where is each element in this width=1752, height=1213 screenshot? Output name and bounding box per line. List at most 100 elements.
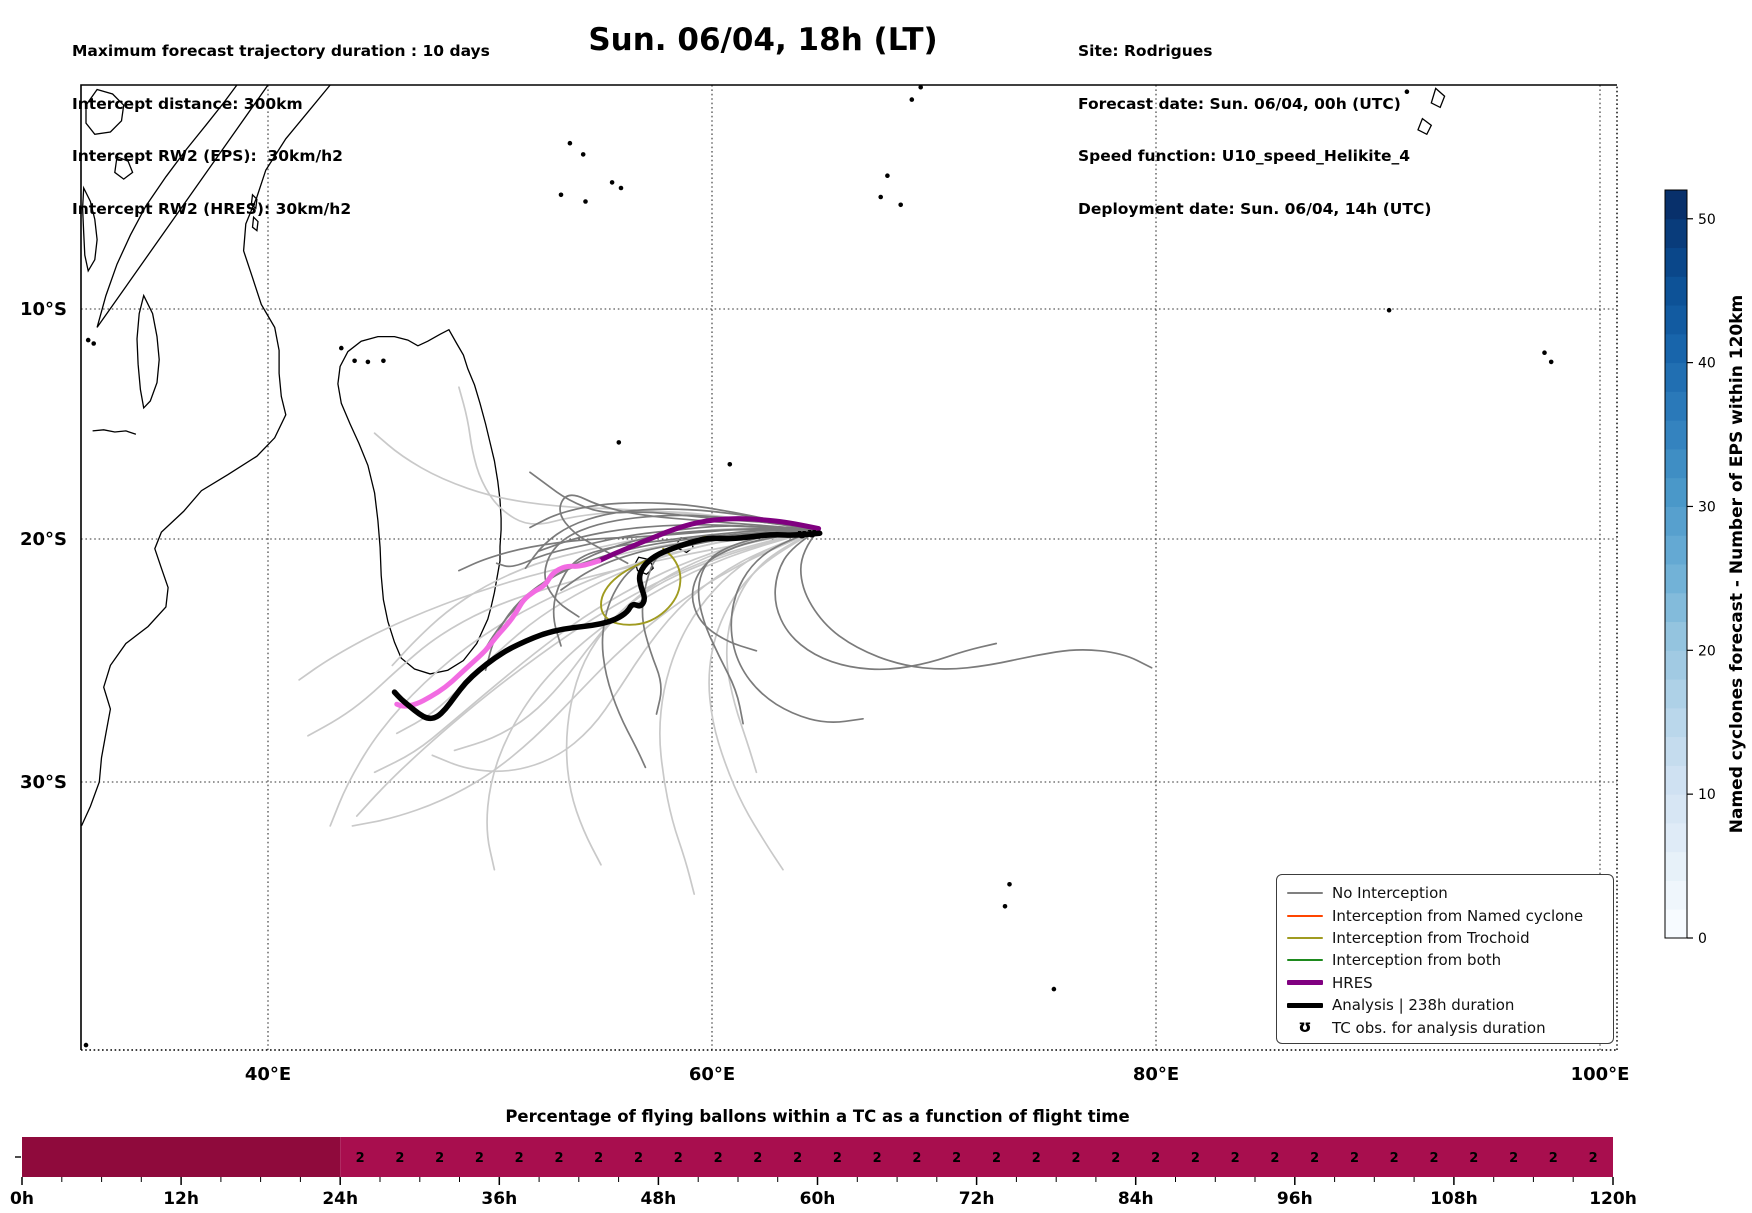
trajectory-eps-no-interception-light (565, 528, 820, 866)
island-speck (1051, 986, 1057, 992)
legend-item-5: Analysis | 238h duration (1287, 994, 1607, 1016)
coastline-path (92, 429, 137, 435)
legend-line-swatch (1287, 936, 1323, 939)
colorbar-tick-label: 20 (1698, 643, 1716, 659)
colorbar-title: Named cyclones forecast - Number of EPS … (1727, 295, 1747, 834)
island-speck (609, 180, 615, 185)
colorbar-segment (1665, 564, 1687, 594)
strip-title: Percentage of flying ballons within a TC… (505, 1107, 1129, 1126)
colorbar-segment (1665, 333, 1687, 364)
strip-value-label: 2 (873, 1151, 882, 1166)
trajectory-hres-pink (394, 558, 602, 709)
trajectory-eps-no-interception-dark (537, 523, 820, 552)
legend-line-swatch (1287, 959, 1323, 962)
strip-time-label: 84h (1118, 1189, 1154, 1209)
coastline-outline (251, 215, 259, 232)
colorbar-segment (1665, 477, 1687, 507)
trajectory-eps-no-interception-dark (730, 528, 864, 723)
island-speck (1542, 350, 1547, 356)
trajectory-eps-no-interception-light (659, 528, 820, 895)
colorbar-segment (1665, 276, 1687, 306)
strip-time-label: 24h (322, 1189, 358, 1209)
strip-value-label: 2 (1151, 1151, 1160, 1166)
strip-value-label: 2 (1191, 1151, 1200, 1166)
strip-time-label: 60h (800, 1189, 836, 1209)
strip-value-label: 2 (1310, 1151, 1319, 1166)
coastline-path (96, 84, 269, 328)
strip-value-label: 2 (515, 1151, 524, 1166)
trajectory-analysis (391, 530, 823, 722)
strip-bar-segment (22, 1137, 341, 1177)
legend-item-4: HRES (1287, 972, 1607, 994)
trajectory-eps-no-interception-light (725, 528, 820, 774)
strip-value-label: 2 (952, 1151, 961, 1166)
trajectory-eps-no-interception-light (307, 528, 820, 737)
trajectories-hres-pink (394, 558, 602, 709)
legend-line-swatch (1287, 914, 1323, 917)
site-line: Site: Rodrigues (1078, 42, 1213, 60)
colorbar-segment (1665, 448, 1687, 479)
strip-value-label: 2 (992, 1151, 1001, 1166)
strip-bar-segment (340, 1137, 1614, 1177)
strip-time-label: 48h (641, 1189, 677, 1209)
legend-item-label: Interception from both (1332, 951, 1502, 970)
coastline-path (80, 84, 331, 827)
legend-item-3: Interception from both (1287, 949, 1607, 971)
strip-time-label: 96h (1277, 1189, 1313, 1209)
strip-value-label: 2 (356, 1151, 365, 1166)
strip-value-label: 2 (833, 1151, 842, 1166)
strip-value-label: 2 (1589, 1151, 1598, 1166)
colorbar-segment (1665, 679, 1687, 709)
coastline-outline (81, 185, 98, 273)
trajectory-eps-no-interception-light (351, 528, 820, 827)
legend-item-label: No Interception (1332, 884, 1448, 903)
colorbar-segment (1665, 736, 1687, 766)
colorbar-segment (1665, 880, 1687, 910)
coastlines (80, 84, 1554, 1048)
intercept-rw2-eps-line: Intercept RW2 (EPS): 30km/h2 (72, 147, 343, 165)
trajectory-eps-no-interception-light (431, 528, 820, 773)
map-axis-labels: 40°E 60°E 80°E 100°E 10°S 20°S 30°S (20, 299, 1629, 1085)
colorbar-segment (1665, 794, 1687, 824)
strip-value-label: 2 (793, 1151, 802, 1166)
colorbar-tick-label: 50 (1698, 212, 1716, 228)
trajectory-eps-no-interception-dark (774, 528, 998, 671)
strip-value-label: 2 (714, 1151, 723, 1166)
trajectory-eps-no-interception-dark (480, 528, 820, 657)
island-speck (381, 358, 386, 364)
legend-item-0: No Interception (1287, 882, 1607, 904)
strip-value-label: 2 (1270, 1151, 1279, 1166)
colorbar-segment (1665, 190, 1687, 220)
coastline-outline (1430, 87, 1446, 109)
legend-item-2: Interception from Trochoid (1287, 927, 1607, 949)
strip-time-label: 108h (1430, 1189, 1478, 1209)
island-speck (727, 462, 733, 467)
colorbar-segment (1665, 851, 1687, 881)
strip-time-label: 120h (1589, 1189, 1637, 1209)
colorbar-segment (1665, 247, 1687, 277)
strip-value-label: 2 (435, 1151, 444, 1166)
strip-value-label: 2 (1032, 1151, 1041, 1166)
lat-tick-label: 10°S (20, 299, 67, 320)
coastline-outline (337, 328, 502, 675)
legend-item-6: ʊ TC obs. for analysis duration (1287, 1016, 1607, 1038)
island-speck (885, 173, 890, 178)
strip-time-label: 12h (163, 1189, 199, 1209)
lon-tick-label: 40°E (245, 1064, 291, 1085)
lon-tick-label: 60°E (689, 1064, 735, 1085)
strip-value-label: 2 (594, 1151, 603, 1166)
tc-obs-marker-icon: ʊ (1298, 1017, 1312, 1038)
colorbar-segment (1665, 592, 1687, 623)
colorbar-segment (1665, 506, 1687, 536)
island-speck (616, 440, 622, 445)
colorbar-tick-label: 0 (1698, 931, 1707, 947)
island-speck (567, 140, 573, 146)
trajectory-eps-no-interception-dark (559, 494, 820, 565)
colorbar-segment (1665, 391, 1687, 421)
trajectories-eps-no-interception-dark (458, 471, 1153, 769)
strip-value-label: 2 (1429, 1151, 1438, 1166)
island-speck (1404, 89, 1410, 94)
island-speck (352, 358, 357, 364)
island-speck (1548, 359, 1554, 365)
legend-item-1: Interception from Named cyclone (1287, 904, 1607, 926)
